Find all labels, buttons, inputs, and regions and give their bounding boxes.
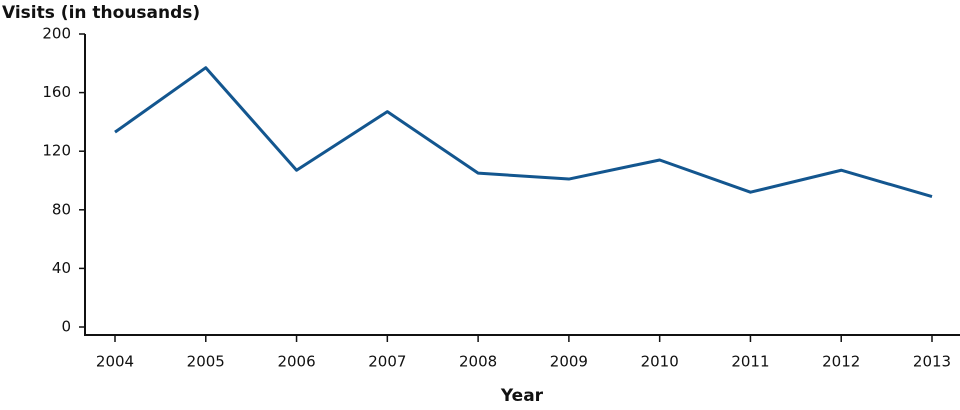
y-axis-title: Visits (in thousands) — [2, 3, 200, 23]
x-tick-label: 2004 — [96, 353, 134, 371]
x-tick-label: 2012 — [822, 353, 860, 371]
x-tick-label: 2010 — [641, 353, 679, 371]
x-tick-label: 2005 — [187, 353, 225, 371]
x-tick-label: 2013 — [913, 353, 951, 371]
x-tick-label: 2009 — [550, 353, 588, 371]
y-tick-label: 160 — [42, 83, 71, 101]
data-line — [114, 66, 933, 199]
y-tick-label: 80 — [52, 200, 71, 218]
x-tick-label: 2006 — [277, 353, 315, 371]
x-tick-label: 2008 — [459, 353, 497, 371]
y-tick-label: 0 — [61, 318, 71, 336]
y-tick-label: 40 — [52, 259, 71, 277]
x-tick-label: 2011 — [731, 353, 769, 371]
y-tick-label: 200 — [42, 25, 71, 43]
x-axis-title: Year — [500, 386, 544, 406]
x-tick-label: 2007 — [368, 353, 406, 371]
y-tick-label: 120 — [42, 142, 71, 160]
